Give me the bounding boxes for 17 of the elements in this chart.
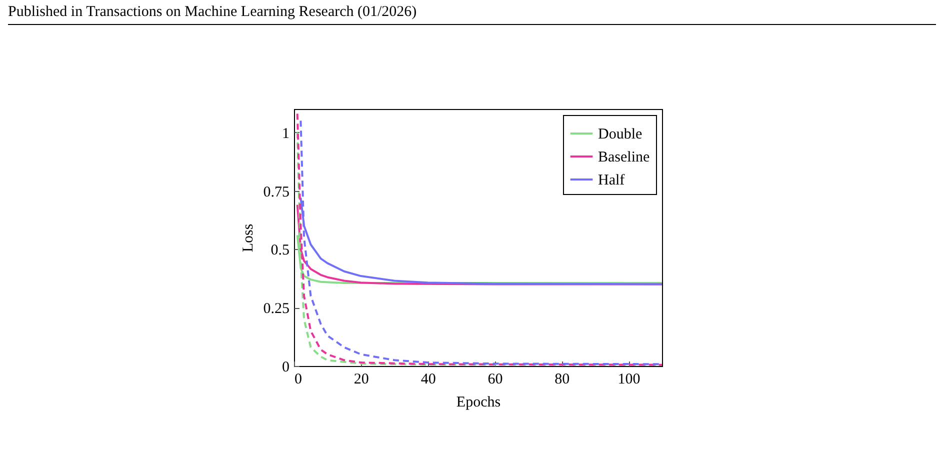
y-tick-label: 0.5: [270, 242, 290, 259]
legend-label: Baseline: [598, 150, 650, 166]
x-tick-label: 0: [294, 372, 302, 388]
x-tick-label: 100: [618, 372, 640, 388]
text: Published in Transactions on Machine Learning Research (01/2026): [8, 4, 418, 21]
y-tick-label: 0.25: [263, 301, 290, 318]
x-tick-label: 60: [488, 372, 503, 388]
legend-label: Double: [598, 126, 642, 142]
x-axis-title: Epochs: [456, 394, 501, 410]
legend-label: Half: [598, 172, 625, 188]
y-tick-label: 1: [282, 126, 290, 142]
y-tick-label: 0: [282, 360, 290, 376]
y-tick-label: 0.75: [263, 184, 290, 200]
x-tick-label: 40: [420, 372, 436, 388]
y-axis-title: Loss: [240, 224, 256, 252]
x-tick-label: 20: [354, 372, 369, 388]
x-tick-label: 80: [554, 372, 570, 388]
